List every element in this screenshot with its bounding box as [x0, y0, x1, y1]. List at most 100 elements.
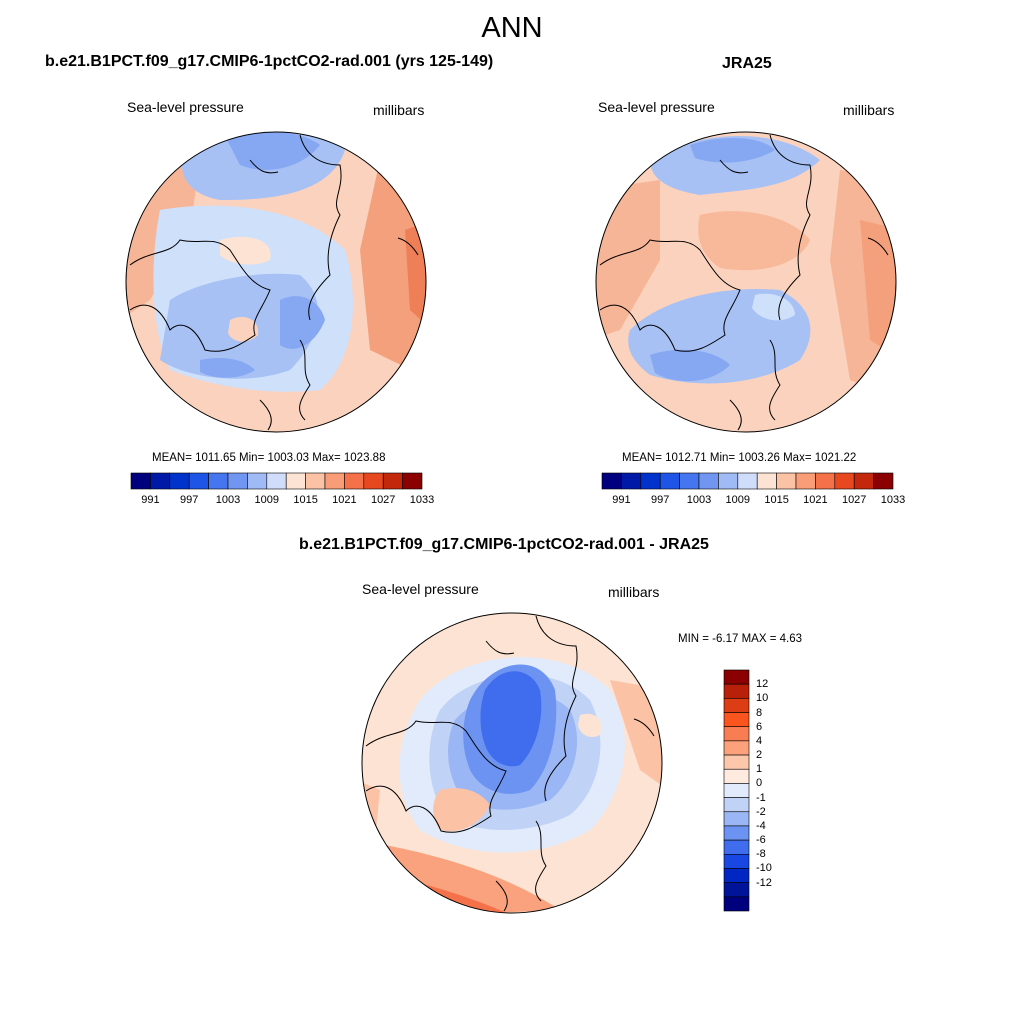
colorbar-2-swatch: [756, 472, 777, 490]
colorbar-2-tick-label: 1009: [725, 494, 751, 506]
colorbar-2-tick-label: 1021: [803, 494, 828, 506]
colorbar-difference-label: -2: [756, 805, 766, 818]
colorbar-difference-swatch: [723, 839, 750, 855]
colorbar-2-tick-label: 1027: [841, 494, 867, 506]
colorbar-2-tick-label: 997: [651, 494, 670, 506]
panel-1-title: b.e21.B1PCT.f09_g17.CMIP6-1pctCO2-rad.00…: [45, 53, 494, 70]
map-3-border: [361, 612, 663, 914]
colorbar-1-swatch: [208, 472, 229, 490]
panel-1-stats: MEAN= 1011.65 Min= 1003.03 Max= 1023.88: [152, 452, 386, 464]
colorbar-2-swatch: [737, 472, 758, 490]
colorbar-difference-label: -1: [756, 791, 766, 804]
figure-title: ANN: [481, 12, 543, 44]
colorbar-difference-swatch: [723, 783, 750, 798]
colorbar-difference-swatch: [723, 868, 750, 883]
colorbar-difference-swatch: [723, 768, 750, 784]
colorbar-2-tick-label: 1003: [686, 494, 712, 506]
colorbar-difference-label: 10: [756, 692, 769, 705]
colorbar-1-tick-label: 1015: [293, 494, 318, 506]
colorbar-difference-label: -12: [756, 876, 772, 889]
colorbar-2-swatch: [659, 472, 680, 490]
map-3-difference-slp: [362, 613, 662, 913]
colorbar-1-swatch: [188, 472, 209, 490]
colorbar-1-swatch: [227, 472, 248, 490]
colorbar-difference-swatch: [723, 740, 750, 756]
colorbar-difference-swatch: [723, 896, 750, 912]
colorbar-1-swatch: [363, 472, 384, 490]
colorbar-difference-swatch: [723, 712, 750, 728]
colorbar-difference-label: -8: [756, 848, 766, 861]
colorbar-2: [601, 472, 894, 490]
colorbar-difference-swatch: [723, 669, 750, 685]
panel-3-units-label: millibars: [608, 584, 660, 600]
colorbar-2-swatch: [621, 472, 642, 490]
panel-3-stats: MIN = -6.17 MAX = 4.63: [678, 633, 803, 645]
colorbar-2-swatch: [873, 472, 894, 490]
colorbar-1-swatch: [324, 472, 345, 490]
colorbar-difference-swatch: [723, 825, 750, 841]
colorbar-1-tick-label: 997: [180, 494, 199, 506]
colorbar-1-swatch: [150, 472, 171, 490]
map-2-border: [595, 131, 897, 433]
colorbar-1-swatch: [130, 472, 151, 490]
panel-2-field-label: Sea-level pressure: [598, 99, 715, 115]
colorbar-1: [130, 472, 423, 490]
colorbar-difference-label: -4: [756, 819, 766, 832]
colorbar-difference-swatch: [723, 882, 750, 898]
colorbar-2-tick-label: 991: [612, 494, 631, 506]
colorbar-difference-swatch: [723, 811, 750, 827]
panel-1-field-label: Sea-level pressure: [127, 99, 244, 115]
colorbar-2-swatch: [853, 472, 874, 490]
colorbar-1-swatch: [247, 472, 268, 490]
colorbar-difference-label: 0: [756, 777, 763, 790]
colorbar-1-tick-label: 1003: [215, 494, 241, 506]
map-1-model-slp: [126, 132, 426, 432]
colorbar-1-tick-label: 1021: [332, 494, 357, 506]
colorbar-difference-swatch: [723, 754, 750, 770]
colorbar-1-swatch: [285, 472, 306, 490]
colorbar-2-swatch: [815, 472, 836, 490]
colorbar-difference-label: 12: [756, 678, 769, 691]
map-2-jra25-slp: [596, 132, 896, 432]
colorbar-2-swatch: [776, 472, 797, 490]
colorbar-2-swatch: [795, 472, 816, 490]
colorbar-2-swatch: [698, 472, 719, 490]
map-1-border: [125, 131, 427, 433]
colorbar-difference-label: -10: [756, 862, 772, 875]
colorbar-2-swatch: [601, 472, 622, 490]
colorbar-1-swatch: [402, 472, 423, 490]
colorbar-2-swatch: [679, 472, 700, 490]
colorbar-1-swatch: [344, 472, 365, 490]
colorbar-2-swatch: [640, 472, 661, 490]
colorbar-difference-label: -6: [756, 834, 766, 847]
colorbar-difference-swatch: [723, 853, 750, 869]
colorbar-difference-label: 1: [756, 763, 763, 776]
panel-3-field-label: Sea-level pressure: [362, 581, 479, 597]
colorbar-1-tick-label: 1033: [409, 494, 435, 506]
colorbar-difference-label: 8: [756, 706, 763, 719]
colorbar-difference-swatch: [723, 726, 750, 742]
colorbar-difference-label: 6: [756, 720, 763, 733]
colorbar-difference-label: 4: [756, 734, 763, 747]
colorbar-2-swatch: [718, 472, 739, 490]
colorbar-difference-swatch: [723, 797, 750, 813]
panel-3-title: b.e21.B1PCT.f09_g17.CMIP6-1pctCO2-rad.00…: [299, 536, 709, 553]
colorbar-1-swatch: [169, 472, 190, 490]
colorbar-2-swatch: [834, 472, 855, 490]
colorbar-difference-swatch: [723, 683, 750, 699]
colorbar-1-swatch: [382, 472, 403, 490]
colorbar-1-tick-label: 991: [141, 494, 160, 506]
colorbar-2-tick-label: 1015: [764, 494, 789, 506]
panel-2-units-label: millibars: [843, 102, 895, 118]
colorbar-1-swatch: [266, 472, 287, 490]
colorbar-difference: [723, 669, 750, 912]
colorbar-1-swatch: [305, 472, 326, 490]
panel-2-title: JRA25: [722, 55, 772, 72]
colorbar-2-tick-label: 1033: [880, 494, 906, 506]
colorbar-1-tick-label: 1009: [254, 494, 280, 506]
colorbar-difference-swatch: [723, 698, 750, 713]
colorbar-1-tick-label: 1027: [370, 494, 396, 506]
panel-1-units-label: millibars: [373, 102, 425, 118]
colorbar-difference-label: 2: [756, 749, 763, 762]
